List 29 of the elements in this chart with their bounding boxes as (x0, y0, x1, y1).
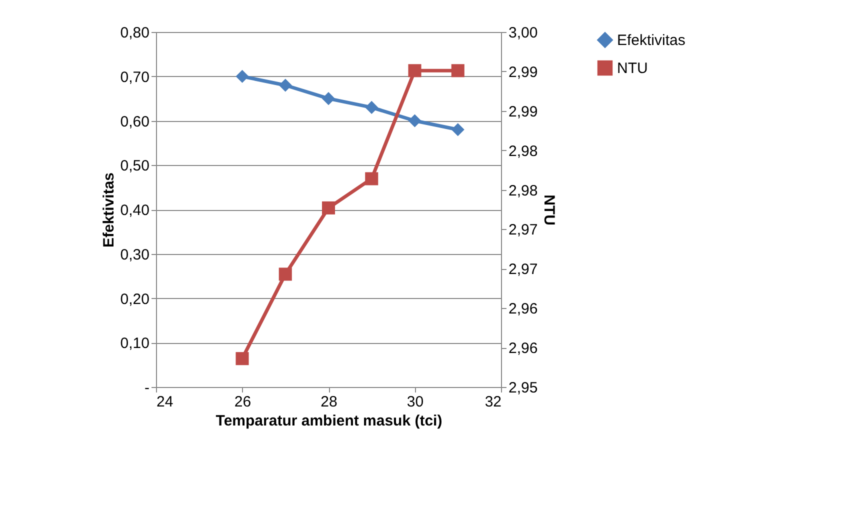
y2-tick-label: 2,98 (508, 182, 538, 200)
x-tick-label: 28 (320, 394, 338, 410)
x-axis-title: Temparatur ambient masuk (tci) (216, 412, 442, 430)
y2-tick-label: 2,97 (508, 261, 538, 278)
x-tick-label: 30 (406, 394, 424, 410)
y2-tick-label: 3,00 (508, 24, 538, 42)
y-tick-label: 0,50 (120, 158, 150, 175)
y2-tick-label: 2,95 (508, 380, 538, 396)
y-tick-label: 0,30 (120, 246, 150, 264)
y2-tick-label: 2,99 (508, 103, 538, 120)
y2-tick-label: 2,97 (508, 222, 538, 239)
y-tick-label: 0,10 (120, 335, 150, 352)
y-axis-title: Efektivitas (100, 172, 118, 248)
y2-tick-label: 2,96 (508, 340, 538, 358)
y2-tick-label: 2,99 (508, 64, 538, 81)
y-tick-label: 0,80 (120, 24, 150, 42)
y2-tick-label: 2,98 (508, 142, 538, 160)
y-tick-label: 0,60 (120, 113, 150, 130)
y2-axis-title: NTU (540, 194, 558, 226)
x-tick-label: 26 (234, 394, 252, 410)
y-tick-label: 0,70 (120, 68, 150, 86)
x-tick-label: 24 (156, 394, 174, 410)
y-tick-label: 0,20 (120, 290, 150, 308)
legend-label: Efektivitas (617, 32, 686, 49)
y-tick-label: - (144, 380, 150, 396)
legend-label: NTU (617, 60, 648, 77)
y-tick-label: 0,40 (120, 202, 150, 219)
y2-tick-label: 2,96 (508, 300, 538, 318)
x-tick-label: 32 (484, 394, 502, 410)
